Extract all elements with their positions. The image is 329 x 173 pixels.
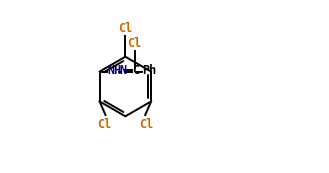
Text: Cl: Cl [97,118,111,131]
Text: NH: NH [107,64,121,77]
Text: Cl: Cl [118,22,133,35]
Text: Cl: Cl [128,37,142,50]
Text: N: N [120,64,127,77]
Text: Ph: Ph [142,64,156,77]
Text: Cl: Cl [139,118,153,131]
Text: C: C [132,64,139,77]
